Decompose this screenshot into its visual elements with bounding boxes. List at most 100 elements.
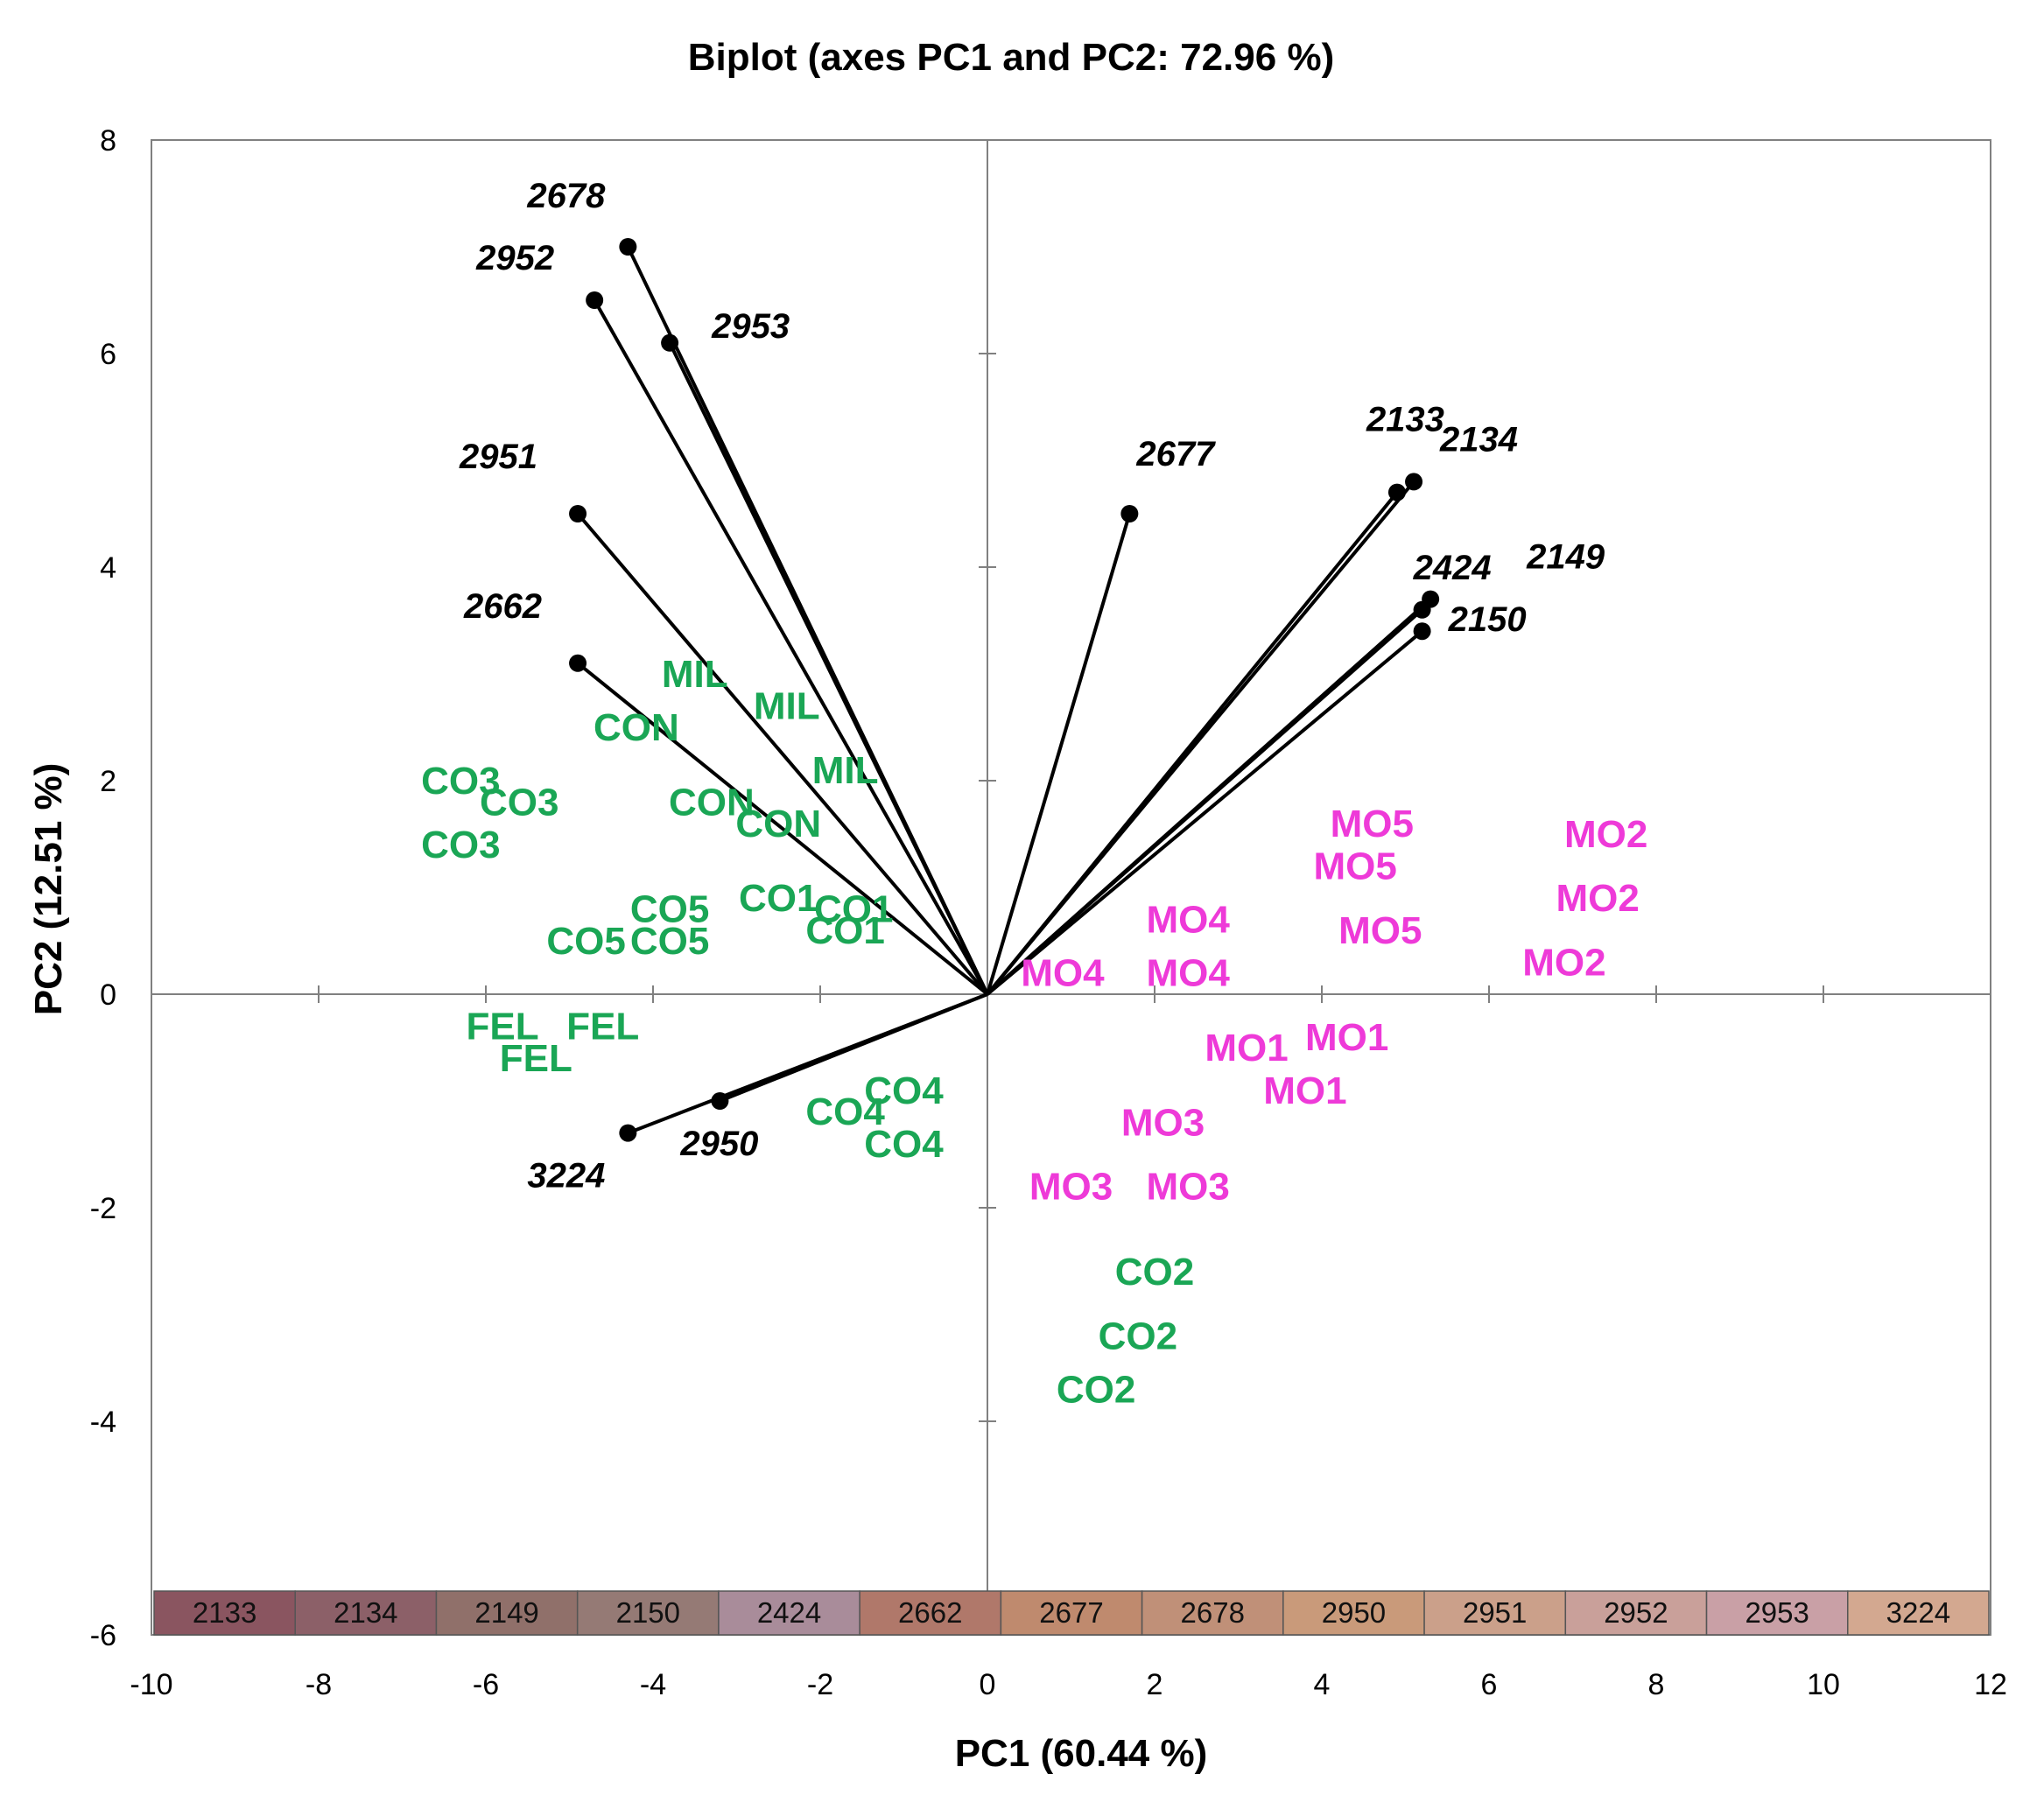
variable-label: 2133 <box>1366 401 1444 439</box>
vector-line <box>986 598 1432 996</box>
observation-label: MIL <box>812 749 879 792</box>
x-tick-label: 4 <box>1314 1668 1331 1701</box>
x-axis-label: PC1 (60.44 %) <box>955 1732 1208 1775</box>
observation-label: CO1 <box>739 877 818 920</box>
variable-label: 2950 <box>679 1125 758 1163</box>
y-tick-label: -6 <box>90 1619 116 1652</box>
observation-label: MO5 <box>1331 803 1414 845</box>
legend-label: 3224 <box>1886 1596 1950 1629</box>
vector-point <box>1405 473 1423 491</box>
variable-label: 2662 <box>463 587 542 626</box>
x-tick-label: 8 <box>1648 1668 1665 1701</box>
vector-line <box>668 341 989 995</box>
observation-label: FEL <box>500 1037 572 1080</box>
legend-swatch <box>1282 1590 1425 1636</box>
y-tick-label: 8 <box>100 124 116 158</box>
vector-line <box>576 512 989 996</box>
vector-line <box>627 992 988 1135</box>
legend-swatch <box>859 1590 1002 1636</box>
legend-label: 2150 <box>616 1596 680 1629</box>
variable-label: 2424 <box>1413 549 1492 587</box>
observation-label: CO5 <box>546 920 625 963</box>
observation-label: CON <box>594 706 679 749</box>
observation-label: FEL <box>467 1006 539 1048</box>
observation-label: MO3 <box>1147 1166 1230 1209</box>
y-axis-label: PC2 (12.51 %) <box>27 763 70 1016</box>
legend-label: 2149 <box>474 1596 538 1629</box>
legend-label: 2950 <box>1322 1596 1386 1629</box>
legend-swatch <box>153 1590 296 1636</box>
variable-label: 2953 <box>711 307 790 346</box>
legend-swatch <box>1705 1590 1849 1636</box>
legend-label: 2662 <box>898 1596 962 1629</box>
legend-swatch <box>718 1590 860 1636</box>
legend-label: 2134 <box>334 1596 397 1629</box>
legend-label: 2133 <box>193 1596 256 1629</box>
chart-title: Biplot (axes PC1 and PC2: 72.96 %) <box>688 36 1334 79</box>
observation-label: CO2 <box>1099 1315 1177 1357</box>
observation-label: CON <box>669 781 755 824</box>
vector-line <box>593 299 989 995</box>
observation-label: MO5 <box>1338 909 1422 952</box>
x-tick-label: -4 <box>640 1668 666 1701</box>
variable-label: 2134 <box>1439 420 1518 459</box>
observation-label: CO5 <box>630 887 709 930</box>
observation-label: MO3 <box>1121 1101 1205 1144</box>
vector-point <box>1413 622 1431 641</box>
observation-label: MO1 <box>1305 1016 1388 1059</box>
vector-line <box>986 629 1423 996</box>
x-tick-label: 10 <box>1807 1668 1840 1701</box>
legend-swatch <box>1847 1590 1990 1636</box>
observation-label: MO4 <box>1147 899 1231 942</box>
observation-label: CO3 <box>421 760 500 803</box>
observation-label: CO1 <box>805 909 884 952</box>
observation-label: MO2 <box>1522 941 1605 984</box>
legend-label: 2952 <box>1604 1596 1668 1629</box>
observation-label: CO4 <box>805 1090 885 1133</box>
x-tick-label: -10 <box>130 1668 172 1701</box>
observation-label: CO5 <box>630 920 709 963</box>
vector-point <box>661 333 679 352</box>
x-tick-label: 6 <box>1481 1668 1498 1701</box>
legend-label: 2424 <box>757 1596 821 1629</box>
legend-swatch <box>1000 1590 1143 1636</box>
observation-label: CO2 <box>1057 1368 1135 1411</box>
observation-label: CO3 <box>421 824 500 866</box>
observation-label: CO1 <box>814 887 893 930</box>
y-tick-label: -2 <box>90 1192 116 1225</box>
observation-label: MIL <box>754 685 820 728</box>
observation-label: CO4 <box>864 1123 944 1166</box>
variable-label: 2150 <box>1448 600 1527 639</box>
x-tick-label: -6 <box>473 1668 499 1701</box>
variable-label: 3224 <box>527 1157 605 1195</box>
observation-label: CO4 <box>864 1069 944 1112</box>
observation-label: FEL <box>566 1006 639 1048</box>
observation-label: CON <box>735 803 821 845</box>
variable-label: 2678 <box>526 177 606 215</box>
x-tick-label: -2 <box>807 1668 833 1701</box>
observation-label: MO1 <box>1263 1069 1346 1112</box>
variable-label: 2677 <box>1135 435 1216 473</box>
y-tick-label: 2 <box>100 765 116 798</box>
vector-point <box>1120 505 1139 522</box>
vector-line <box>576 662 989 996</box>
legend-label: 2678 <box>1181 1596 1245 1629</box>
observation-label: MO1 <box>1205 1027 1288 1069</box>
observation-label: MO2 <box>1564 813 1647 856</box>
y-tick-label: 0 <box>100 978 116 1012</box>
y-tick-label: 6 <box>100 338 116 371</box>
observation-label: MO5 <box>1314 845 1397 888</box>
legend-label: 2951 <box>1463 1596 1527 1629</box>
x-tick-label: 0 <box>980 1668 996 1701</box>
observation-label: MIL <box>662 653 728 696</box>
x-tick-label: -8 <box>306 1668 332 1701</box>
observation-label: MO2 <box>1556 877 1639 920</box>
legend-label: 2677 <box>1039 1596 1103 1629</box>
vector-line <box>986 480 1415 996</box>
y-tick-label: -4 <box>90 1406 116 1439</box>
legend-swatch <box>1141 1590 1284 1636</box>
legend-label: 2953 <box>1745 1596 1809 1629</box>
variable-label: 2149 <box>1526 538 1605 577</box>
observation-label: MO4 <box>1147 952 1231 995</box>
